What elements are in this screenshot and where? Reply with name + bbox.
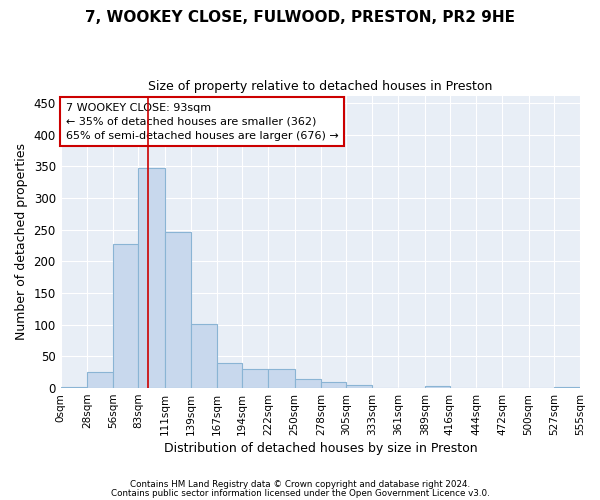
Text: 7 WOOKEY CLOSE: 93sqm
← 35% of detached houses are smaller (362)
65% of semi-det: 7 WOOKEY CLOSE: 93sqm ← 35% of detached … — [66, 103, 338, 141]
Bar — [268, 369, 295, 388]
Bar — [425, 386, 450, 388]
Y-axis label: Number of detached properties: Number of detached properties — [15, 144, 28, 340]
Bar — [554, 387, 580, 388]
X-axis label: Distribution of detached houses by size in Preston: Distribution of detached houses by size … — [164, 442, 477, 455]
Bar — [113, 244, 139, 388]
Bar — [191, 324, 217, 388]
Text: Contains public sector information licensed under the Open Government Licence v3: Contains public sector information licen… — [110, 488, 490, 498]
Bar — [61, 387, 87, 388]
Bar — [87, 372, 113, 388]
Bar — [139, 168, 164, 388]
Text: 7, WOOKEY CLOSE, FULWOOD, PRESTON, PR2 9HE: 7, WOOKEY CLOSE, FULWOOD, PRESTON, PR2 9… — [85, 10, 515, 25]
Text: Contains HM Land Registry data © Crown copyright and database right 2024.: Contains HM Land Registry data © Crown c… — [130, 480, 470, 489]
Bar — [346, 385, 372, 388]
Bar — [217, 362, 242, 388]
Bar — [295, 378, 321, 388]
Bar — [321, 382, 346, 388]
Bar — [242, 369, 268, 388]
Bar — [164, 232, 191, 388]
Title: Size of property relative to detached houses in Preston: Size of property relative to detached ho… — [148, 80, 493, 93]
